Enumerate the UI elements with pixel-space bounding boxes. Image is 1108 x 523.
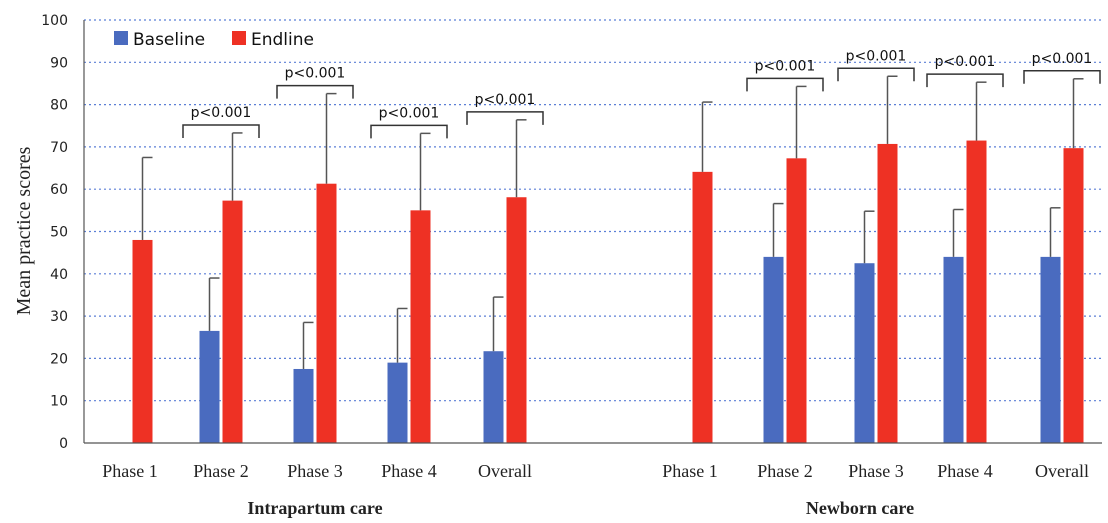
bar-endline	[132, 239, 153, 443]
p-value-label: p<0.001	[935, 54, 996, 70]
legend-label-endline: Endline	[251, 30, 314, 50]
y-tick-label: 60	[50, 182, 68, 198]
bar-baseline	[199, 330, 220, 443]
y-tick-label: 90	[50, 55, 68, 71]
category-label: Phase 2	[757, 461, 813, 481]
category-label: Overall	[1035, 461, 1089, 481]
group-label: Newborn care	[806, 498, 914, 518]
category-label: Phase 4	[937, 461, 993, 481]
y-tick-label: 70	[50, 140, 68, 156]
legend-label-baseline: Baseline	[133, 30, 205, 50]
bar-endline	[222, 200, 243, 443]
bar-endline	[506, 197, 527, 443]
p-value-label: p<0.001	[191, 105, 252, 121]
p-value-label: p<0.001	[379, 105, 440, 121]
bar-endline	[786, 158, 807, 444]
bar-baseline	[387, 362, 408, 443]
bar-baseline	[1040, 256, 1061, 443]
significance-bracket	[837, 67, 915, 82]
bar-baseline	[763, 256, 784, 443]
bar-baseline	[293, 368, 314, 443]
category-label: Overall	[478, 461, 532, 481]
bar-endline	[316, 183, 337, 444]
category-label: Phase 4	[381, 461, 437, 481]
y-tick-label: 100	[41, 13, 68, 29]
significance-bracket	[1023, 70, 1101, 84]
legend-swatch-baseline	[114, 31, 128, 45]
bar-endline	[410, 210, 431, 443]
p-value-label: p<0.001	[846, 48, 907, 64]
category-label: Phase 1	[102, 461, 158, 481]
category-label: Phase 2	[193, 461, 249, 481]
bar-baseline	[854, 263, 875, 443]
significance-bracket-layer: p<0.001 p<0.001 p<0.001 p<0.001 p<0.001 p<0.0…	[182, 48, 1101, 139]
bar-endline	[877, 143, 898, 443]
p-value-label: p<0.001	[285, 66, 346, 82]
category-labels: Phase 1 Phase 2 Phase 3 Phase 4 Overall Phase…	[102, 461, 1089, 481]
y-tick-label: 50	[50, 225, 68, 241]
significance-bracket	[466, 111, 544, 125]
p-value-label: p<0.001	[1032, 51, 1093, 67]
bar-endline	[1063, 148, 1084, 443]
y-tick-label: 40	[50, 267, 68, 283]
y-tick-label: 30	[50, 309, 68, 325]
bar-layer	[132, 140, 1084, 444]
group-label: Intrapartum care	[247, 498, 382, 518]
bar-baseline	[943, 256, 964, 443]
category-label: Phase 3	[287, 461, 343, 481]
significance-bracket	[746, 77, 824, 92]
p-value-label: p<0.001	[475, 92, 536, 108]
y-axis-label: Mean practice scores	[13, 146, 35, 315]
legend-swatch-endline	[232, 31, 246, 45]
p-value-label: p<0.001	[755, 58, 816, 74]
category-label: Phase 3	[848, 461, 904, 481]
category-label: Phase 1	[662, 461, 718, 481]
y-tick-label: 0	[59, 436, 68, 452]
bar-endline	[692, 171, 713, 443]
y-tick-label: 10	[50, 394, 68, 410]
y-tick-label: 20	[50, 351, 68, 367]
bar-endline	[966, 140, 987, 443]
error-bar-layer	[141, 75, 1084, 369]
significance-bracket	[926, 73, 1004, 88]
bar-baseline	[483, 351, 504, 443]
significance-bracket	[370, 124, 448, 139]
y-tick-labels: 0 10 20 30 40 50 60 70 80 90 100	[41, 13, 68, 452]
legend: Baseline Endline	[114, 30, 314, 50]
y-tick-label: 80	[50, 98, 68, 114]
group-labels: Intrapartum care Newborn care	[247, 498, 914, 518]
significance-bracket	[276, 84, 354, 99]
significance-bracket	[182, 124, 260, 138]
